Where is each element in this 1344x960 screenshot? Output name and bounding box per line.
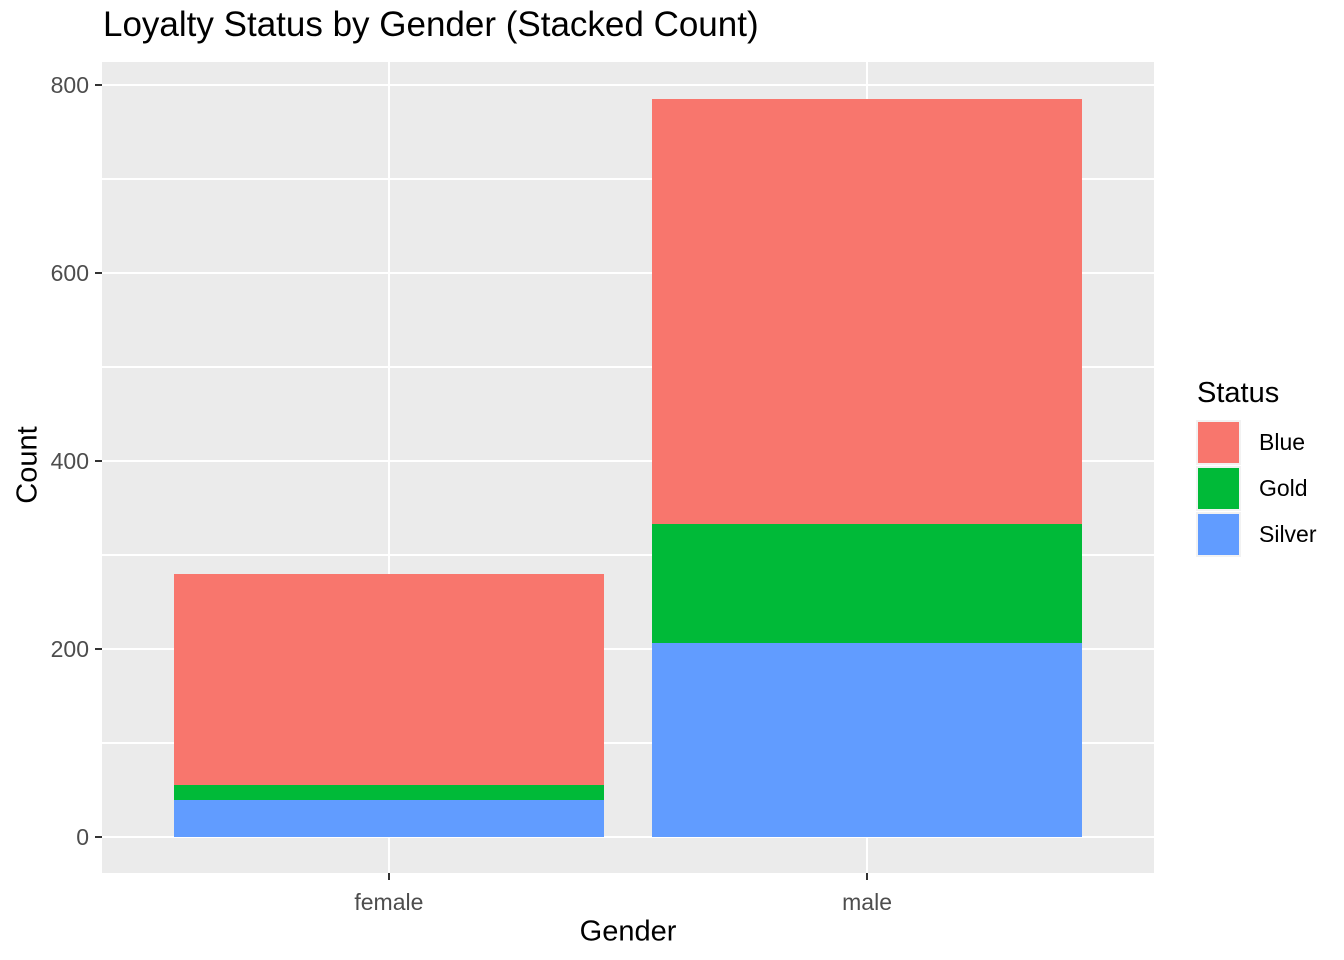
legend-key-blue [1196,420,1241,465]
legend-entry-blue: Blue [1196,420,1317,465]
legend-key-silver [1196,512,1241,557]
bar-segment-male-blue [652,99,1083,524]
chart-title: Loyalty Status by Gender (Stacked Count) [103,5,759,44]
gridline-major-600 [102,271,1154,275]
gridline-minor-100 [102,742,1154,744]
bar-segment-female-gold [173,785,604,801]
legend-swatch-blue [1198,422,1239,463]
legend-label-gold: Gold [1259,475,1308,501]
legend-entry-gold: Gold [1196,466,1317,511]
gridline-major-0 [102,835,1154,839]
legend-entry-silver: Silver [1196,512,1317,557]
bar-segment-male-gold [652,523,1083,644]
gridline-minor-300 [102,554,1154,556]
x-tick-label-female: female [354,889,424,915]
legend-title: Status [1197,377,1280,409]
y-tick-label-200: 200 [50,636,89,662]
bar-segment-male-silver [652,643,1083,837]
legend-label-silver: Silver [1259,521,1317,547]
gridline-major-400 [102,459,1154,463]
y-tick-mark-0 [95,836,102,838]
legend-key-gold [1196,466,1241,511]
gridline-minor-700 [102,178,1154,180]
gridline-major-800 [102,83,1154,87]
x-axis-title: Gender [579,915,677,948]
y-tick-mark-400 [95,460,102,462]
y-tick-label-800: 800 [50,72,89,98]
y-tick-label-600: 600 [50,260,89,286]
legend: Status Blue Gold Silver [1196,378,1317,558]
plot-panel [102,62,1154,873]
y-tick-label-0: 0 [76,824,89,850]
y-tick-mark-800 [95,84,102,86]
y-tick-label-400: 400 [50,448,89,474]
legend-swatch-silver [1198,514,1239,555]
y-tick-mark-200 [95,648,102,650]
y-tick-mark-600 [95,272,102,274]
legend-entries: Blue Gold Silver [1196,420,1317,557]
bar-segment-female-silver [173,800,604,837]
x-tick-label-male: male [842,889,892,915]
x-tick-mark-female [387,873,390,880]
gridline-category-female [387,62,391,873]
bar-segment-female-blue [173,573,604,786]
y-axis-title: Count [11,426,44,504]
legend-swatch-gold [1198,468,1239,509]
legend-label-blue: Blue [1259,429,1306,455]
gridline-major-200 [102,647,1154,651]
x-tick-mark-male [866,873,869,880]
gridline-minor-500 [102,366,1154,368]
